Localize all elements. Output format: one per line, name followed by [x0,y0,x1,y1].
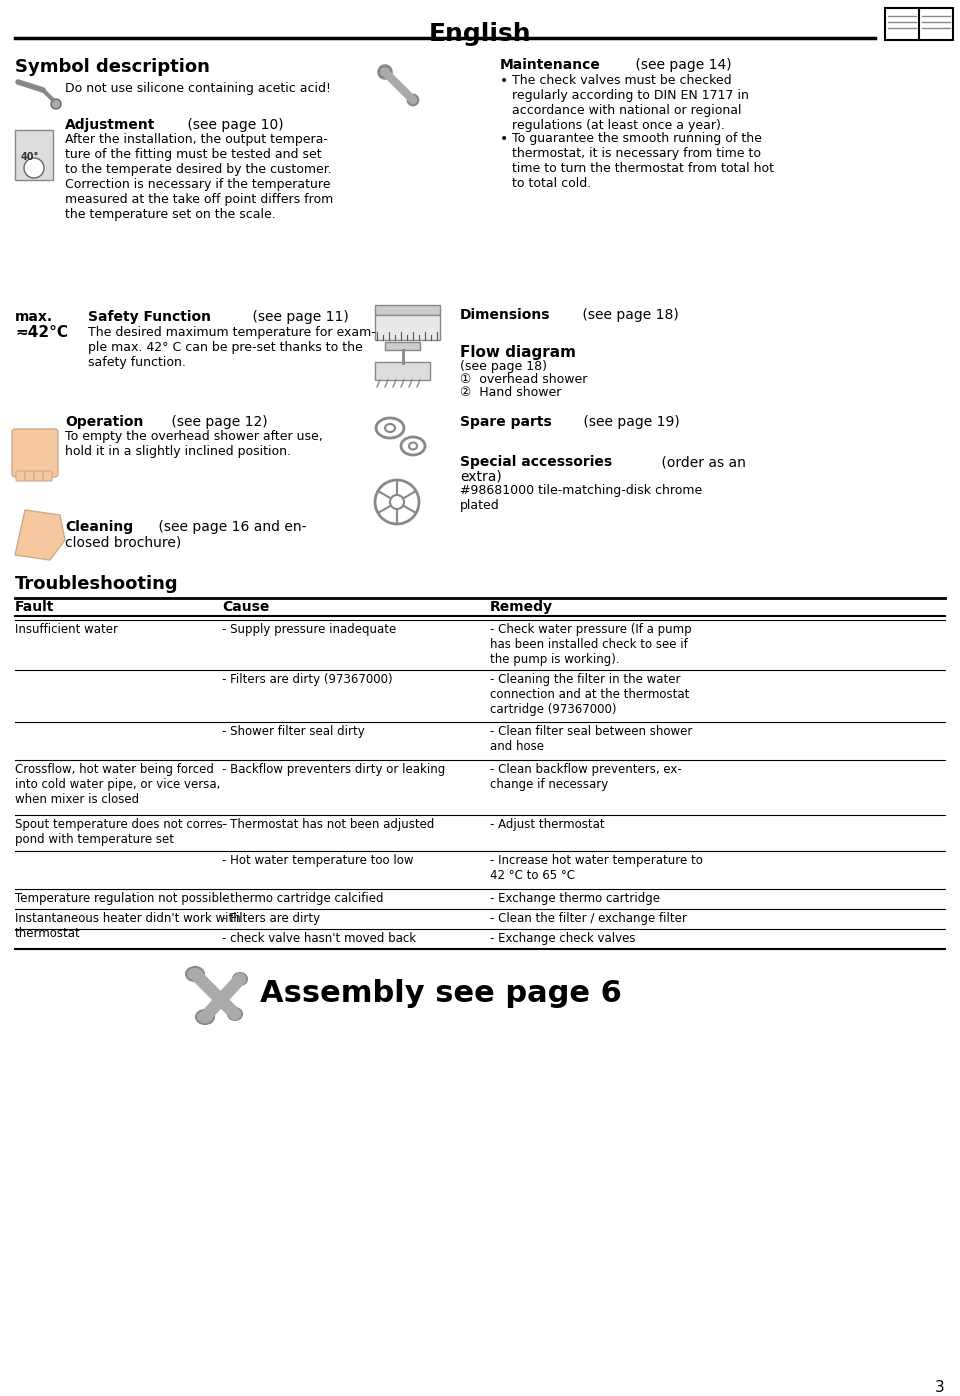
Text: The check valves must be checked
regularly according to DIN EN 1717 in
accordanc: The check valves must be checked regular… [512,74,749,133]
Text: - Clean the filter / exchange filter: - Clean the filter / exchange filter [490,912,686,926]
Text: After the installation, the output tempera-
ture of the fitting must be tested a: After the installation, the output tempe… [65,133,333,221]
Text: - Check water pressure (If a pump
has been installed check to see if
the pump is: - Check water pressure (If a pump has be… [490,623,691,666]
Text: (order as an: (order as an [658,455,746,469]
Text: (see page 14): (see page 14) [631,59,732,73]
FancyBboxPatch shape [25,470,34,482]
Text: - thermo cartridge calcified: - thermo cartridge calcified [222,892,383,905]
Bar [15,130,53,180]
Text: Fault: Fault [15,600,55,614]
Text: Safety Function: Safety Function [88,310,211,324]
Text: Maintenance: Maintenance [500,59,601,73]
Text: Spout temperature does not corres-
pond with temperature set: Spout temperature does not corres- pond … [15,818,228,846]
Text: - Supply pressure inadequate: - Supply pressure inadequate [222,623,396,637]
Text: To empty the overhead shower after use,
hold it in a slightly inclined position.: To empty the overhead shower after use, … [65,430,323,458]
Text: closed brochure): closed brochure) [65,535,181,549]
Text: Instantaneous heater didn't work with
thermostat: Instantaneous heater didn't work with th… [15,912,241,940]
Text: Symbol description: Symbol description [15,59,210,75]
Bar [885,8,953,40]
Text: Cause: Cause [222,600,270,614]
Text: Flow diagram: Flow diagram [460,345,576,360]
Ellipse shape [51,99,61,109]
Text: - Clean backflow preventers, ex-
change if necessary: - Clean backflow preventers, ex- change … [490,764,682,792]
Bar [385,342,420,350]
Ellipse shape [233,973,247,986]
Text: - Filters are dirty (97367000): - Filters are dirty (97367000) [222,673,393,685]
Text: #98681000 tile-matching-disk chrome
plated: #98681000 tile-matching-disk chrome plat… [460,484,703,512]
Text: (see page 19): (see page 19) [580,415,680,429]
Text: Adjustment: Adjustment [65,119,156,133]
Text: Remedy: Remedy [490,600,553,614]
Bar [375,315,440,341]
Polygon shape [15,510,65,560]
Text: Special accessories: Special accessories [460,455,612,469]
FancyBboxPatch shape [16,470,25,482]
Text: Temperature regulation not possible: Temperature regulation not possible [15,892,229,905]
FancyBboxPatch shape [43,470,52,482]
Text: (see page 12): (see page 12) [167,415,268,429]
Text: •: • [500,74,508,88]
Text: Assembly see page 6: Assembly see page 6 [260,979,622,1008]
Text: - Exchange thermo cartridge: - Exchange thermo cartridge [490,892,660,905]
Text: 3: 3 [935,1381,945,1395]
Text: Crossflow, hot water being forced
into cold water pipe, or vice versa,
when mixe: Crossflow, hot water being forced into c… [15,764,221,805]
Text: - Filters are dirty: - Filters are dirty [222,912,320,926]
Text: Do not use silicone containing acetic acid!: Do not use silicone containing acetic ac… [65,82,331,95]
Text: Dimensions: Dimensions [460,309,550,322]
Text: Troubleshooting: Troubleshooting [15,575,179,593]
Text: ①  overhead shower: ① overhead shower [460,373,588,387]
Ellipse shape [228,1008,242,1020]
Text: Insufficient water: Insufficient water [15,623,118,637]
Ellipse shape [409,443,417,450]
Text: Operation: Operation [65,415,143,429]
Text: - Backflow preventers dirty or leaking: - Backflow preventers dirty or leaking [222,764,445,776]
FancyBboxPatch shape [34,470,43,482]
Text: (see page 16 and en-: (see page 16 and en- [154,519,306,535]
Text: - Adjust thermostat: - Adjust thermostat [490,818,605,831]
Text: - Hot water temperature too low: - Hot water temperature too low [222,854,414,867]
Text: - Thermostat has not been adjusted: - Thermostat has not been adjusted [222,818,434,831]
Ellipse shape [186,967,204,981]
Text: - Shower filter seal dirty: - Shower filter seal dirty [222,725,365,738]
Text: - Clean filter seal between shower
and hose: - Clean filter seal between shower and h… [490,725,692,752]
Text: 40°: 40° [21,152,39,162]
Text: •: • [500,133,508,147]
Text: - Exchange check valves: - Exchange check valves [490,933,636,945]
FancyBboxPatch shape [12,429,58,477]
Ellipse shape [24,158,44,179]
Text: The desired maximum temperature for exam-
ple max. 42° C can be pre-set thanks t: The desired maximum temperature for exam… [88,327,375,369]
Text: (see page 10): (see page 10) [182,119,283,133]
Text: English: English [429,22,531,46]
Text: - check valve hasn't moved back: - check valve hasn't moved back [222,933,416,945]
Text: Spare parts: Spare parts [460,415,552,429]
Ellipse shape [196,1009,214,1025]
Ellipse shape [385,424,395,431]
Text: ②  Hand shower: ② Hand shower [460,387,562,399]
Text: To guarantee the smooth running of the
thermostat, it is necessary from time to
: To guarantee the smooth running of the t… [512,133,774,190]
Text: - Cleaning the filter in the water
connection and at the thermostat
cartridge (9: - Cleaning the filter in the water conne… [490,673,689,716]
Text: (see page 18): (see page 18) [578,309,679,322]
Text: - Increase hot water temperature to
42 °C to 65 °C: - Increase hot water temperature to 42 °… [490,854,703,882]
Text: max.: max. [15,310,53,324]
Text: extra): extra) [460,470,502,484]
Bar [375,304,440,315]
Text: ≂42°C: ≂42°C [15,325,68,341]
Text: (see page 18): (see page 18) [460,360,547,373]
Text: (see page 11): (see page 11) [248,310,348,324]
Bar [375,362,430,380]
Text: Cleaning: Cleaning [65,519,133,535]
